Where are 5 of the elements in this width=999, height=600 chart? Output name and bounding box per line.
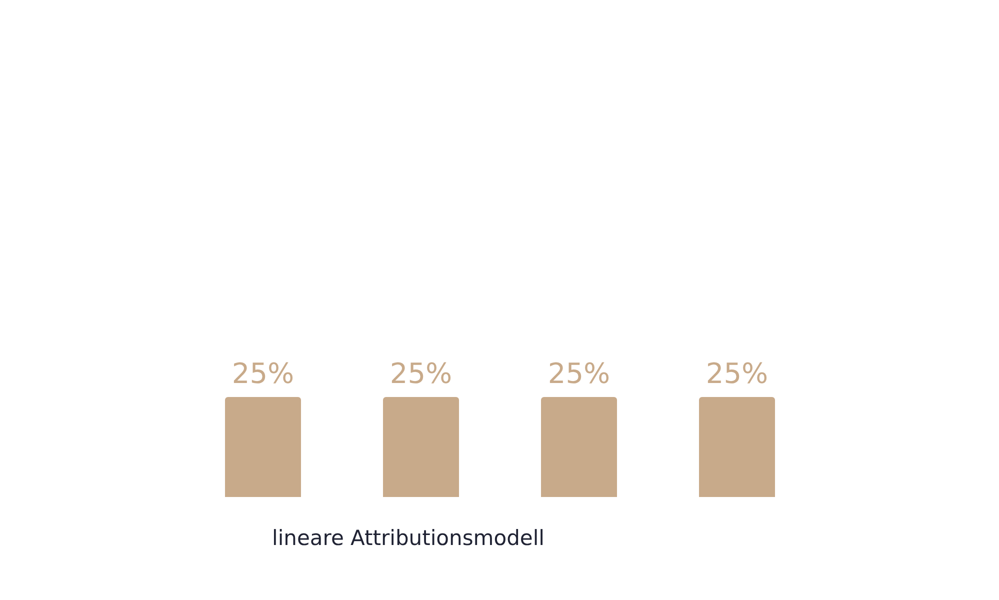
data-label: 25% [548, 357, 610, 390]
data-label: 25% [390, 357, 452, 390]
x-axis-title: lineare Attributionsmodell [272, 526, 544, 550]
data-label: 25% [232, 357, 294, 390]
data-label: 25% [706, 357, 768, 390]
